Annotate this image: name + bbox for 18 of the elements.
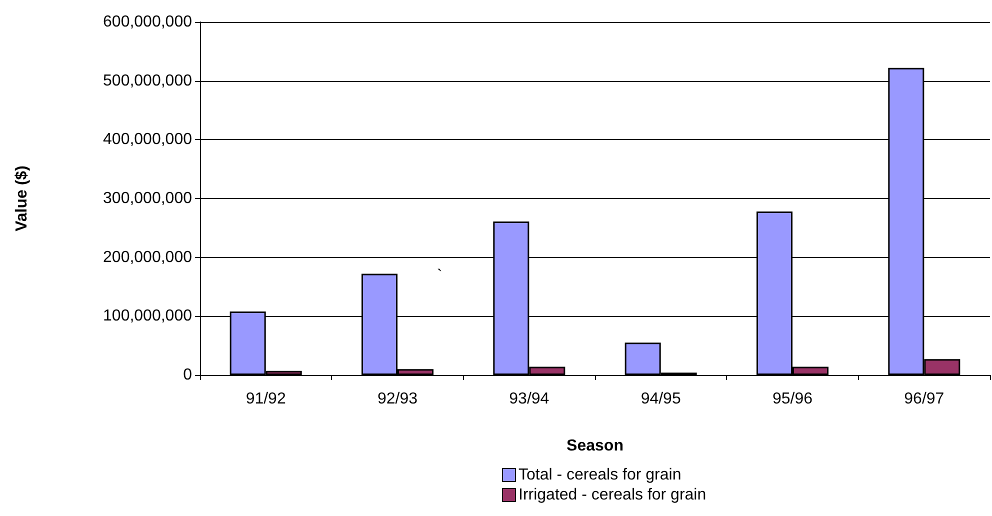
y-tick-label: 400,000,000 (103, 131, 192, 148)
x-tick-label: 92/93 (377, 390, 418, 408)
y-tick-label: 100,000,000 (103, 308, 192, 325)
x-tick-label: 93/94 (509, 390, 550, 408)
x-axis-title: Season (566, 438, 624, 454)
x-tick-label: 96/97 (904, 390, 944, 408)
y-tick-label: 500,000,000 (103, 72, 192, 90)
annotation: ` (437, 268, 442, 284)
legend-label: Irrigated - cereals for grain (518, 486, 706, 504)
x-tick-label: 95/96 (772, 390, 813, 408)
y-tick-label: 600,000,000 (103, 14, 192, 30)
legend-label: Total - cereals for grain (518, 466, 682, 484)
y-tick-label: 0 (183, 366, 192, 384)
x-tick-label: 94/95 (640, 390, 681, 408)
y-tick-label: 300,000,000 (103, 190, 192, 207)
x-tick-label: 91/92 (246, 390, 286, 408)
y-axis-title: Value ($) (14, 166, 30, 232)
y-tick-label: 200,000,000 (103, 248, 192, 266)
